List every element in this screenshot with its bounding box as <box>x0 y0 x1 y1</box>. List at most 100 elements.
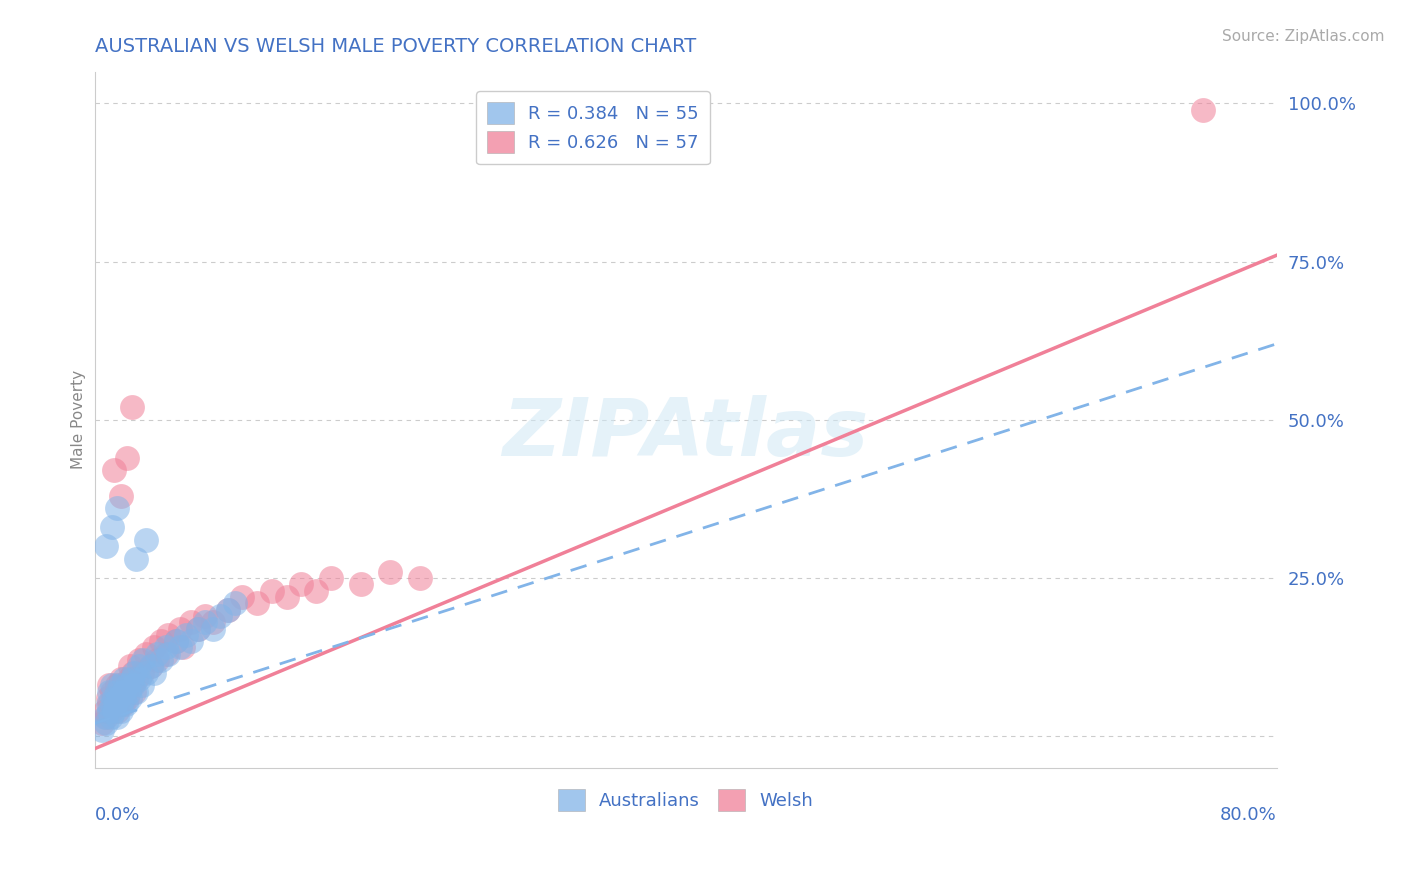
Point <box>180 615 202 630</box>
Point <box>107 691 129 706</box>
Point <box>110 672 132 686</box>
Point <box>194 615 217 630</box>
Point <box>169 640 191 655</box>
Point <box>114 698 136 712</box>
Point <box>96 710 118 724</box>
Point <box>111 698 134 712</box>
Point <box>110 704 132 718</box>
Point <box>305 583 328 598</box>
Point <box>135 533 157 547</box>
Point <box>104 691 127 706</box>
Text: 0.0%: 0.0% <box>94 806 141 824</box>
Point <box>260 583 283 598</box>
Legend: Australians, Welsh: Australians, Welsh <box>551 781 821 818</box>
Point <box>172 640 194 655</box>
Point <box>201 622 224 636</box>
Point <box>231 590 253 604</box>
Point <box>139 659 162 673</box>
Point <box>110 698 132 712</box>
Point <box>124 685 146 699</box>
Point <box>98 698 121 712</box>
Point <box>150 653 173 667</box>
Text: 80.0%: 80.0% <box>1220 806 1277 824</box>
Point <box>150 634 173 648</box>
Point <box>103 704 125 718</box>
Point <box>276 590 298 604</box>
Point <box>187 622 209 636</box>
Point <box>201 615 224 630</box>
Point <box>378 565 401 579</box>
Point <box>105 704 128 718</box>
Point <box>121 400 143 414</box>
Text: Source: ZipAtlas.com: Source: ZipAtlas.com <box>1222 29 1385 44</box>
Point <box>128 659 150 673</box>
Point <box>217 602 239 616</box>
Point <box>155 647 177 661</box>
Point <box>135 647 157 661</box>
Point <box>91 723 114 737</box>
Point <box>107 685 129 699</box>
Point <box>105 678 128 692</box>
Point <box>115 678 138 692</box>
Point <box>349 577 371 591</box>
Point <box>97 698 120 712</box>
Point <box>157 647 180 661</box>
Point <box>118 659 141 673</box>
Point <box>104 698 127 712</box>
Point <box>1192 103 1215 117</box>
Point <box>180 634 202 648</box>
Point <box>132 653 155 667</box>
Text: AUSTRALIAN VS WELSH MALE POVERTY CORRELATION CHART: AUSTRALIAN VS WELSH MALE POVERTY CORRELA… <box>94 37 696 56</box>
Point <box>112 678 135 692</box>
Point <box>101 698 124 712</box>
Point <box>117 672 139 686</box>
Point <box>142 665 165 680</box>
Point <box>101 520 124 534</box>
Point <box>101 678 124 692</box>
Point <box>112 672 135 686</box>
Point <box>108 678 131 692</box>
Point <box>121 678 143 692</box>
Point <box>103 698 125 712</box>
Point <box>122 678 145 692</box>
Point <box>290 577 312 591</box>
Point <box>165 634 187 648</box>
Point <box>155 640 177 655</box>
Point <box>108 691 131 706</box>
Point <box>174 628 197 642</box>
Point <box>103 691 125 706</box>
Point <box>98 704 121 718</box>
Point <box>100 704 122 718</box>
Point <box>98 678 121 692</box>
Point <box>103 463 125 477</box>
Point <box>145 647 167 661</box>
Point <box>100 710 122 724</box>
Point <box>131 678 153 692</box>
Point <box>165 634 187 648</box>
Point <box>114 685 136 699</box>
Point <box>246 596 269 610</box>
Point <box>209 608 232 623</box>
Point <box>169 622 191 636</box>
Point <box>145 653 167 667</box>
Point <box>105 710 128 724</box>
Y-axis label: Male Poverty: Male Poverty <box>72 370 86 469</box>
Point <box>98 685 121 699</box>
Point <box>97 691 120 706</box>
Point <box>118 691 141 706</box>
Point <box>96 716 118 731</box>
Point <box>125 685 148 699</box>
Point <box>96 539 118 553</box>
Point <box>131 665 153 680</box>
Point <box>187 622 209 636</box>
Point <box>319 571 342 585</box>
Point <box>94 704 117 718</box>
Point <box>117 685 139 699</box>
Point <box>91 716 114 731</box>
Point <box>124 665 146 680</box>
Point <box>115 450 138 465</box>
Point <box>408 571 430 585</box>
Point <box>128 653 150 667</box>
Point <box>125 552 148 566</box>
Point <box>105 501 128 516</box>
